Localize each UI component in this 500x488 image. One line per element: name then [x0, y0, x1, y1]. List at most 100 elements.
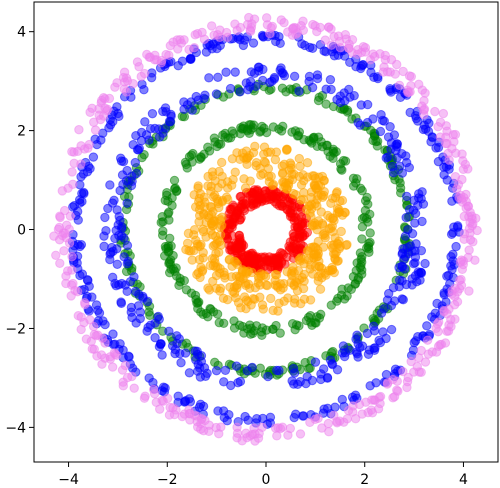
data-point-series-1 [282, 267, 292, 277]
data-point-series-0 [289, 232, 299, 242]
data-point-series-5 [442, 271, 452, 281]
data-point-series-2 [165, 259, 176, 269]
data-point-series-4 [414, 189, 424, 199]
data-point-series-6 [148, 384, 159, 395]
data-point-series-5 [208, 39, 218, 49]
data-point-series-5 [413, 116, 423, 126]
data-point-series-4 [122, 198, 132, 208]
data-point-series-4 [258, 75, 268, 86]
data-point-series-6 [403, 372, 413, 383]
data-point-series-1 [206, 218, 217, 229]
data-point-series-6 [139, 393, 150, 403]
data-point-series-6 [55, 258, 65, 269]
data-point-series-4 [386, 324, 397, 335]
data-point-series-4 [351, 334, 361, 344]
data-point-series-6 [406, 356, 416, 367]
data-point-series-2 [257, 121, 267, 132]
data-point-series-2 [271, 320, 281, 331]
data-point-series-4 [410, 218, 420, 228]
data-point-series-1 [289, 279, 299, 290]
data-point-series-1 [232, 148, 242, 158]
data-point-series-6 [398, 66, 408, 77]
data-point-series-5 [446, 229, 457, 240]
data-point-series-6 [100, 103, 110, 113]
data-point-series-4 [166, 111, 176, 121]
data-point-series-6 [435, 132, 445, 142]
data-point-series-6 [447, 143, 457, 154]
data-point-series-5 [248, 38, 259, 48]
data-point-series-1 [214, 166, 224, 177]
data-point-series-2 [312, 312, 322, 322]
data-point-series-3 [264, 85, 274, 95]
data-point-series-4 [231, 361, 242, 371]
data-point-series-2 [184, 151, 195, 162]
y-axis: −4 −2 0 2 4 [5, 25, 34, 436]
data-point-series-6 [241, 428, 251, 438]
data-point-series-2 [242, 126, 253, 136]
data-point-series-6 [61, 271, 71, 281]
data-point-series-4 [267, 76, 277, 86]
data-point-series-4 [294, 86, 304, 96]
data-point-series-6 [279, 18, 289, 28]
data-point-series-5 [289, 412, 299, 423]
data-point-series-5 [124, 352, 134, 362]
data-point-series-5 [194, 402, 205, 412]
data-point-series-6 [342, 414, 352, 424]
data-point-series-4 [258, 64, 268, 75]
data-point-series-6 [83, 143, 93, 153]
data-point-series-4 [193, 359, 203, 370]
data-point-series-4 [235, 376, 246, 387]
data-point-series-1 [203, 283, 213, 293]
data-point-series-1 [281, 145, 292, 155]
data-point-series-1 [194, 217, 204, 227]
data-point-series-4 [130, 286, 141, 297]
data-point-series-4 [187, 105, 197, 115]
data-point-series-5 [88, 152, 99, 162]
data-point-series-5 [447, 196, 457, 206]
data-point-series-4 [110, 233, 120, 244]
data-point-series-6 [388, 374, 398, 385]
data-point-series-5 [439, 288, 449, 298]
data-point-series-5 [409, 337, 419, 348]
data-point-series-4 [345, 345, 355, 355]
data-point-series-1 [284, 165, 295, 176]
data-point-series-0 [290, 202, 300, 212]
data-point-series-4 [176, 358, 186, 368]
data-point-series-6 [420, 88, 430, 98]
data-point-series-4 [200, 90, 210, 100]
data-point-series-4 [158, 106, 168, 117]
data-point-series-5 [78, 169, 89, 179]
data-point-series-6 [450, 129, 461, 140]
data-point-series-1 [246, 300, 256, 310]
data-point-series-6 [232, 433, 242, 443]
data-point-series-2 [174, 280, 184, 291]
data-point-series-6 [470, 255, 480, 265]
data-point-series-6 [458, 156, 468, 166]
data-point-series-5 [366, 67, 376, 78]
data-point-series-6 [464, 245, 474, 255]
data-point-series-6 [67, 251, 77, 262]
data-point-series-4 [103, 203, 113, 214]
data-point-series-5 [243, 415, 253, 425]
data-point-series-2 [171, 186, 182, 197]
data-point-series-2 [212, 309, 223, 319]
data-point-series-4 [225, 83, 236, 94]
data-point-series-6 [90, 125, 101, 135]
data-point-series-4 [122, 286, 132, 297]
data-point-series-4 [204, 73, 214, 83]
data-point-series-2 [346, 284, 356, 295]
data-point-series-5 [75, 270, 85, 281]
data-point-series-5 [386, 87, 396, 97]
data-point-series-2 [169, 175, 180, 186]
data-point-series-2 [275, 328, 285, 338]
data-point-series-2 [355, 248, 366, 258]
data-point-series-4 [362, 328, 373, 339]
data-point-series-4 [192, 346, 202, 356]
data-point-series-2 [352, 174, 362, 184]
data-point-series-6 [184, 44, 194, 55]
data-point-series-6 [332, 418, 342, 428]
data-point-series-2 [205, 303, 215, 314]
data-point-series-5 [298, 411, 309, 421]
data-point-series-5 [238, 40, 249, 51]
